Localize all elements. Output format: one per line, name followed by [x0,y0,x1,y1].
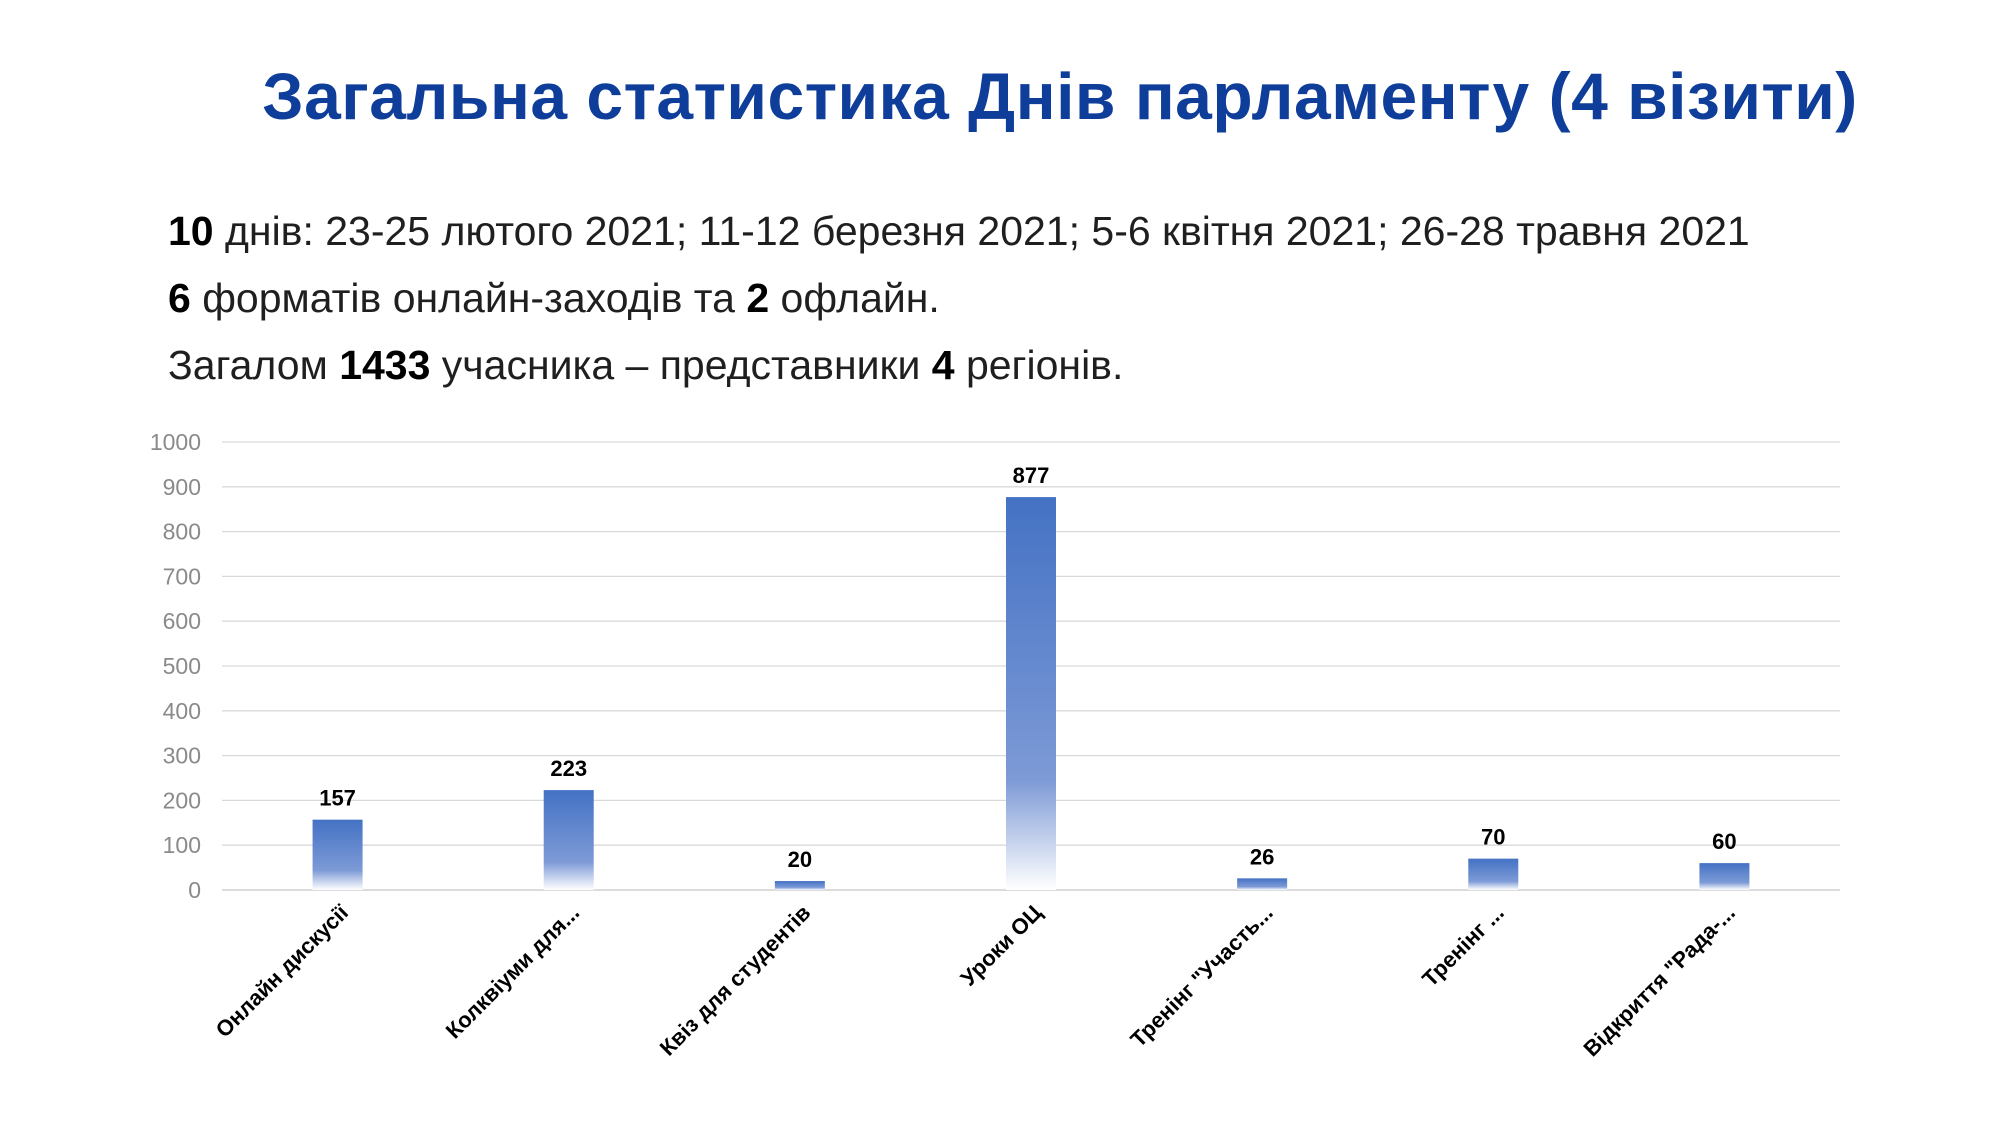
x-tick-label: Квіз для студентів [655,900,816,1061]
data-label: 26 [1250,844,1274,869]
data-label: 70 [1481,825,1505,850]
formats-text: форматів онлайн-заходів та [190,275,747,321]
regions-text: регіонів. [954,342,1124,388]
data-label: 60 [1712,829,1736,854]
bar [1006,497,1056,890]
y-axis-ticks: 0 100 200 300 400 500 600 700 800 900 1000 [150,429,201,903]
stat-line-formats: 6 форматів онлайн-заходів та 2 офлайн. [168,265,1750,332]
page-title-text: Загальна статистика Днів парламенту (4 в… [262,59,1858,133]
y-tick-label: 700 [163,563,201,589]
x-tick-label: Онлайн дискусії [211,899,354,1042]
online-formats-count: 6 [168,275,191,321]
x-axis-labels: Онлайн дискусії Колквіуми для... Квіз для … [211,899,1740,1061]
stat-line-participants: Загалом 1433 учасника – представники 4 р… [168,332,1750,399]
data-labels: 157 223 20 877 26 70 60 [319,463,1736,872]
y-tick-label: 600 [163,608,201,634]
bar [1237,878,1288,890]
days-count: 10 [168,208,214,254]
y-tick-label: 100 [163,832,201,858]
stats-block: 10 днів: 23-25 лютого 2021; 11-12 березн… [168,198,1750,399]
offline-text: офлайн. [769,275,940,321]
x-tick-label: Відкриття "Рада-... [1578,900,1739,1061]
participants-text: учасника – представники [430,342,932,388]
total-prefix: Загалом [168,342,340,388]
bar [774,881,825,890]
x-tick-label: Колквіуми для... [441,900,584,1043]
y-tick-label: 400 [163,698,201,724]
x-tick-label: Тренінг ... [1417,900,1509,992]
bar [1468,858,1519,890]
y-tick-label: 900 [163,474,201,500]
data-label: 20 [788,847,812,872]
data-label: 223 [550,756,587,781]
x-tick-label: Тренінг "Участь... [1125,900,1277,1052]
x-tick-label: Уроки ОЦ [956,900,1047,991]
bar [312,819,363,890]
page-title: Загальна статистика Днів парламенту (4 в… [0,58,2000,134]
bars [312,497,1750,890]
data-label: 877 [1013,463,1050,488]
bar [1699,863,1750,890]
participants-count: 1433 [339,342,431,388]
y-tick-label: 300 [163,743,201,769]
stat-line-days: 10 днів: 23-25 лютого 2021; 11-12 березн… [168,198,1750,265]
y-tick-label: 0 [188,877,201,903]
data-label: 157 [319,786,356,811]
regions-count: 4 [931,342,955,388]
bar [543,790,594,890]
y-tick-label: 200 [163,787,201,813]
y-tick-label: 500 [163,653,201,679]
days-text: днів: 23-25 лютого 2021; 11-12 березня 2… [213,208,1750,254]
y-tick-label: 800 [163,519,201,545]
offline-formats-count: 2 [746,275,770,321]
y-tick-label: 1000 [150,429,201,455]
